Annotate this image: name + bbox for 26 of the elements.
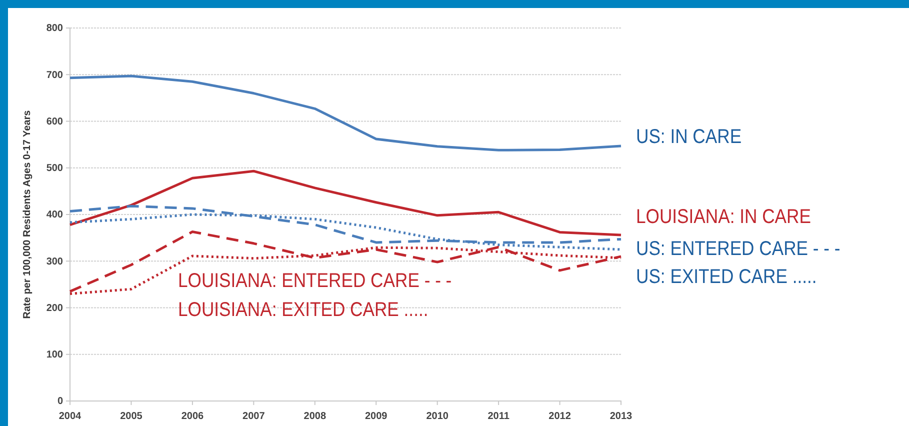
series-label: LOUISIANA: IN CARE bbox=[636, 204, 811, 228]
series-label: US: EXITED CARE ..... bbox=[636, 264, 817, 288]
series-label: US: ENTERED CARE - - - bbox=[636, 236, 840, 260]
x-tick-label: 2008 bbox=[304, 411, 326, 422]
y-tick-label: 500 bbox=[46, 163, 64, 174]
x-tick-label: 2013 bbox=[610, 411, 633, 422]
x-tick-label: 2009 bbox=[364, 411, 388, 422]
series-label: US: IN CARE bbox=[636, 124, 742, 148]
x-tick-label: 2005 bbox=[120, 411, 143, 422]
x-tick-label: 2012 bbox=[548, 411, 572, 422]
y-tick-label: 100 bbox=[46, 350, 64, 361]
series-label: LOUISIANA: EXITED CARE ..... bbox=[178, 298, 428, 320]
x-tick-label: 2004 bbox=[58, 411, 82, 422]
series-label: LOUISIANA: ENTERED CARE - - - bbox=[178, 268, 452, 292]
y-axis-title: Rate per 100,000 Residents Ages 0-17 Years bbox=[22, 110, 33, 319]
x-tick-label: 2011 bbox=[488, 411, 510, 422]
y-tick-label: 200 bbox=[46, 302, 64, 314]
x-tick-label: 2006 bbox=[181, 411, 204, 422]
y-tick-label: 600 bbox=[46, 116, 64, 128]
y-tick-label: 800 bbox=[46, 23, 64, 34]
y-tick-label: 700 bbox=[46, 70, 64, 81]
y-tick-label: 400 bbox=[46, 210, 64, 221]
y-tick-label: 0 bbox=[57, 396, 64, 408]
y-tick-label: 300 bbox=[46, 256, 64, 268]
x-tick-label: 2007 bbox=[242, 411, 266, 422]
x-tick-label: 2010 bbox=[426, 411, 449, 422]
